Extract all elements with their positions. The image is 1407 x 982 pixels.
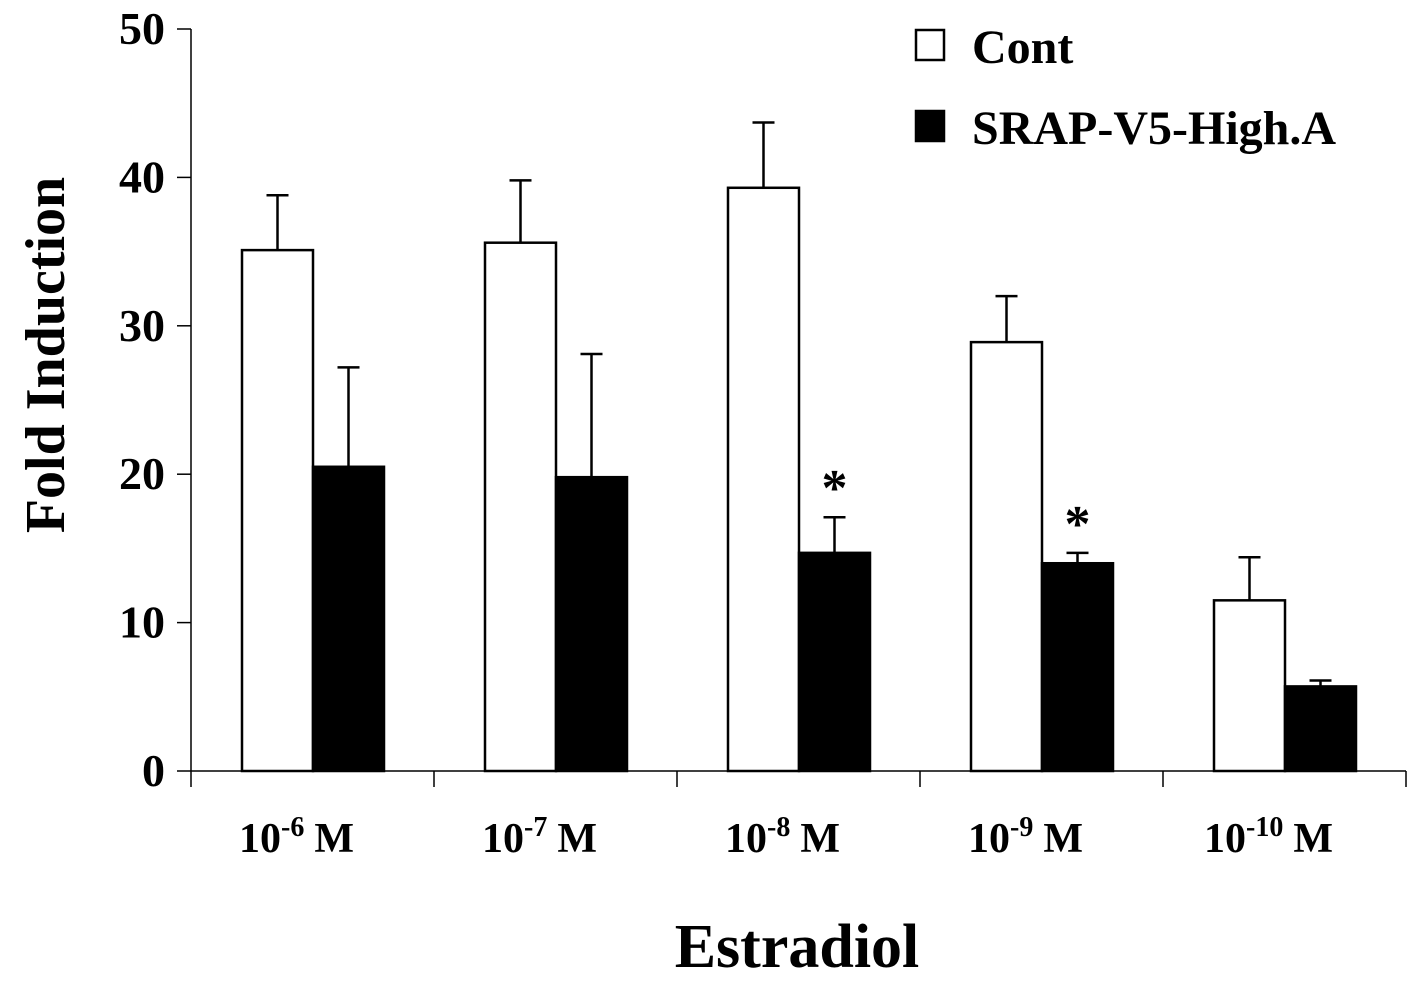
significance-asterisk: * [1065,496,1091,553]
bar-srap-3 [797,551,872,773]
x-tick-label: 10-10 M [1204,812,1333,862]
x-axis-label: Estradiol [675,913,920,977]
bar-srap-1 [311,465,386,773]
x-tick-label: 10-6 M [239,812,354,862]
legend-swatch [914,109,946,143]
legend-label: SRAP-V5-High.A [972,102,1336,155]
bar-cont-3 [726,186,801,773]
legend-swatch [914,28,946,62]
bar-cont-5 [1212,599,1287,773]
y-axis-label: Fold Induction [15,177,77,533]
y-tick-label: 10 [119,597,165,648]
bar-cont-1 [240,248,315,773]
x-tick-label: 10-9 M [968,812,1083,862]
bar-srap-2 [554,475,629,773]
significance-asterisk: * [822,460,848,517]
y-tick-label: 20 [119,448,165,499]
y-tick-label: 40 [119,151,165,202]
y-tick-label: 0 [142,745,165,796]
bar-srap-5 [1283,685,1358,773]
y-tick-label: 50 [119,3,165,54]
bar-cont-4 [969,340,1044,773]
x-tick-label: 10-8 M [725,812,840,862]
y-tick-label: 30 [119,300,165,351]
legend-label: Cont [972,21,1073,74]
bar-cont-2 [483,241,558,773]
x-tick-label: 10-7 M [482,812,597,862]
bar-srap-4 [1040,561,1115,773]
